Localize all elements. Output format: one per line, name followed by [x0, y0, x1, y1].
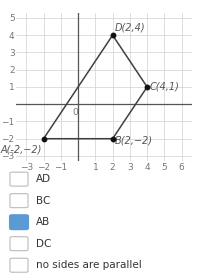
FancyBboxPatch shape	[10, 215, 28, 229]
Text: BC: BC	[36, 196, 50, 206]
Text: 0: 0	[72, 108, 78, 117]
Text: D(2,4): D(2,4)	[114, 22, 145, 32]
Text: A(-2,−2): A(-2,−2)	[1, 145, 42, 155]
Text: B(2,−2): B(2,−2)	[115, 136, 153, 145]
Text: C(4,1): C(4,1)	[150, 82, 180, 92]
FancyBboxPatch shape	[10, 172, 28, 186]
Text: AB: AB	[36, 217, 50, 227]
Text: DC: DC	[36, 239, 51, 249]
FancyBboxPatch shape	[10, 194, 28, 208]
FancyBboxPatch shape	[10, 237, 28, 251]
Text: AD: AD	[36, 174, 51, 184]
Text: no sides are parallel: no sides are parallel	[36, 260, 142, 270]
FancyBboxPatch shape	[10, 258, 28, 272]
